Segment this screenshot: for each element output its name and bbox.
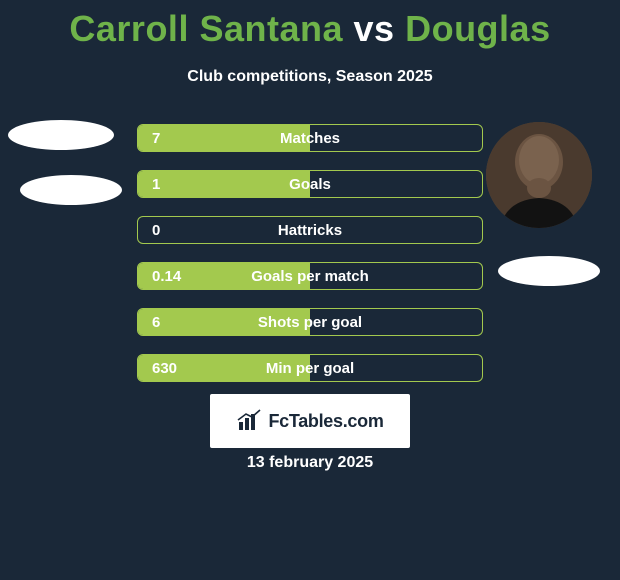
- stat-label: Shots per goal: [138, 314, 482, 331]
- footer-date: 13 february 2025: [0, 454, 620, 472]
- avatar-silhouette-icon: [486, 122, 592, 228]
- ellipse-bottom-left: [20, 175, 122, 205]
- stat-label: Matches: [138, 130, 482, 147]
- stat-row: 1Goals: [137, 170, 483, 198]
- ellipse-bottom-right: [498, 256, 600, 286]
- player2-avatar: [486, 122, 592, 228]
- stat-row: 630Min per goal: [137, 354, 483, 382]
- stat-row: 0.14Goals per match: [137, 262, 483, 290]
- bar-chart-icon: [236, 408, 262, 434]
- brand-text: FcTables.com: [268, 411, 383, 432]
- subtitle: Club competitions, Season 2025: [0, 68, 620, 86]
- vs-text: vs: [354, 8, 395, 49]
- stat-row: 7Matches: [137, 124, 483, 152]
- player1-name: Carroll Santana: [69, 8, 343, 49]
- stat-row: 0Hattricks: [137, 216, 483, 244]
- stat-row: 6Shots per goal: [137, 308, 483, 336]
- page-title: Carroll Santana vs Douglas: [0, 0, 620, 50]
- stat-label: Hattricks: [138, 222, 482, 239]
- stat-label: Min per goal: [138, 360, 482, 377]
- stat-label: Goals per match: [138, 268, 482, 285]
- player2-name: Douglas: [405, 8, 551, 49]
- stat-label: Goals: [138, 176, 482, 193]
- fctables-logo: FcTables.com: [210, 394, 410, 448]
- ellipse-top-left: [8, 120, 114, 150]
- stats-panel: 7Matches 1Goals 0Hattricks 0.14Goals per ma…: [137, 124, 483, 400]
